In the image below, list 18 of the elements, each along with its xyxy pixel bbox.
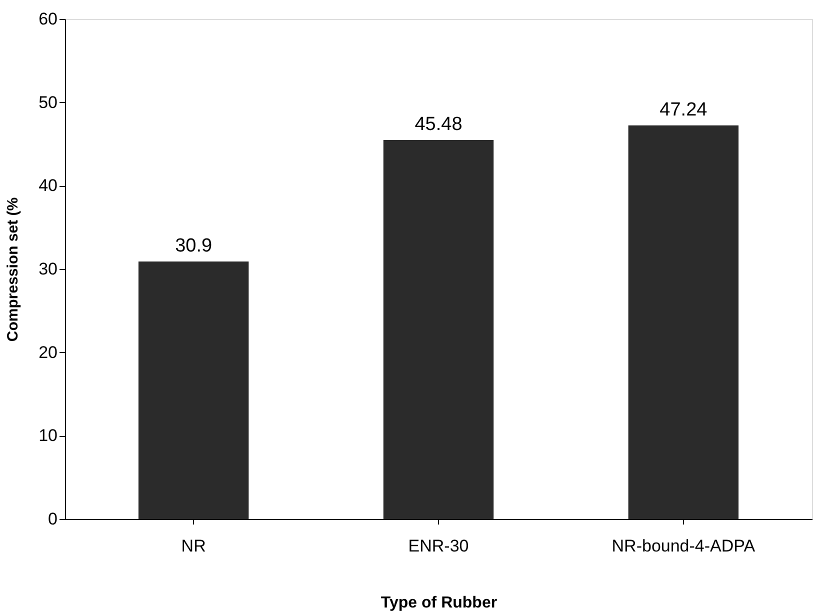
x-tick-label: NR [181,536,206,556]
x-tick-label: ENR-30 [408,536,469,556]
y-axis-title: Compression set (% [4,197,22,342]
y-tick-label: 60 [38,10,58,28]
x-axis-title: Type of Rubber [380,594,498,612]
x-tick-label: NR-bound-4-ADPA [612,536,756,556]
data-label: 45.48 [414,114,462,135]
data-label: 30.9 [175,236,212,256]
y-tick-label: 0 [48,510,58,528]
y-tick-label: 30 [38,260,58,278]
bar [628,125,739,519]
y-tick-label: 40 [38,176,58,196]
data-label: 47.24 [660,99,708,120]
y-tick-label: 20 [38,342,58,362]
bar [138,262,249,519]
y-tick-label: 50 [38,92,58,112]
bar [383,140,494,519]
y-tick-label: 10 [38,426,58,446]
